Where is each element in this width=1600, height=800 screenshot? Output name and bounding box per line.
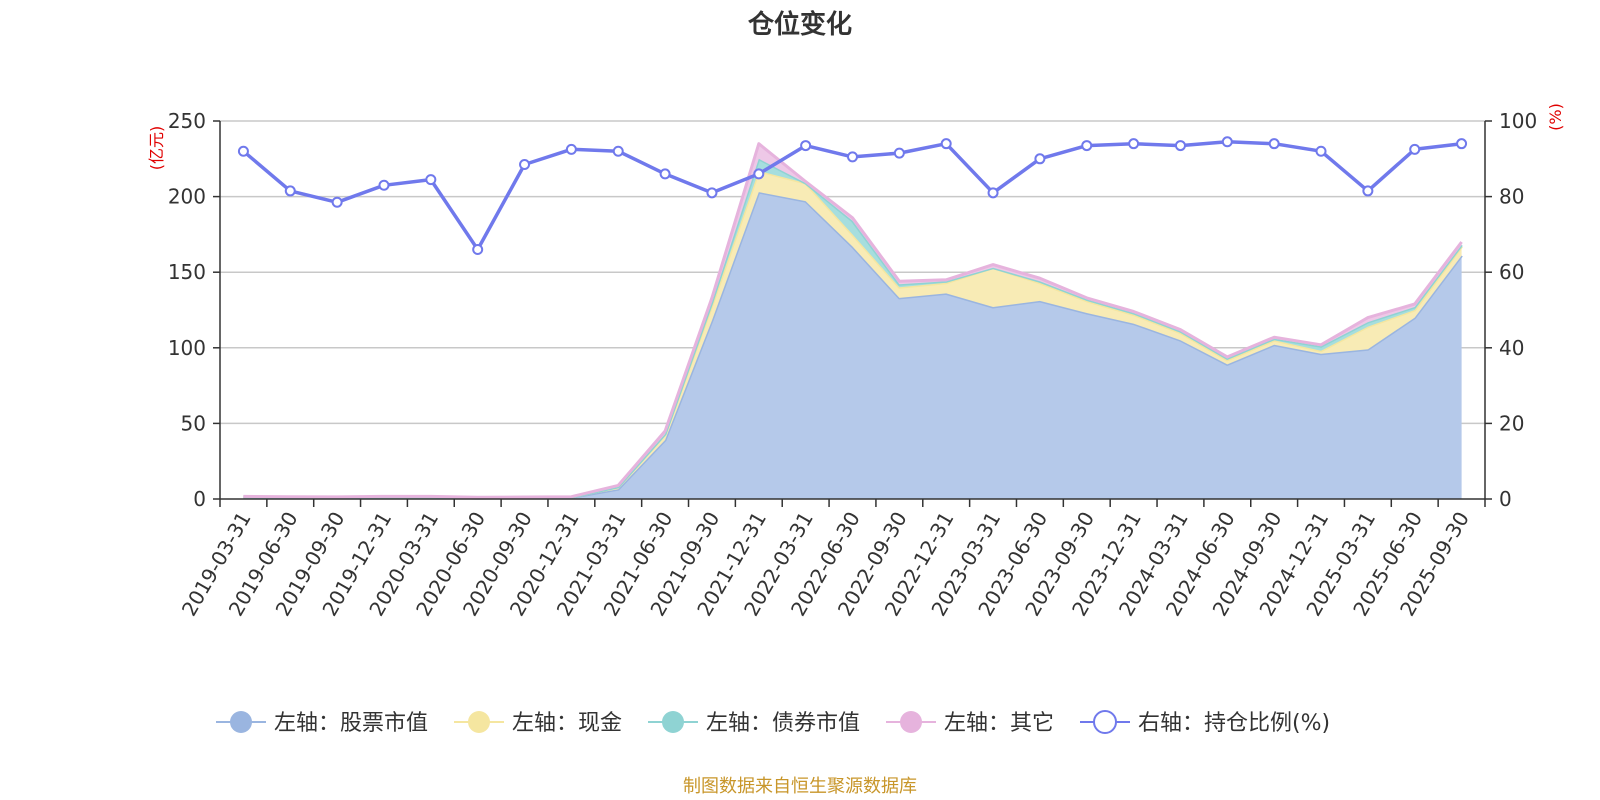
ratio-point: [519, 158, 531, 170]
legend-item: 左轴：现金: [454, 711, 622, 736]
ratio-point: [706, 187, 718, 199]
legend-item: 右轴：持仓比例(%): [1080, 710, 1330, 736]
legend-label: 左轴：其它: [944, 711, 1054, 736]
right-axis-tick-label: 80: [1499, 185, 1524, 209]
ratio-point: [237, 145, 249, 157]
ratio-point: [472, 244, 484, 256]
area-左轴：债券市值: [243, 158, 1462, 498]
ratio-line: [237, 136, 1468, 256]
left-axis-tick-label: 250: [168, 109, 206, 133]
legend-item: 左轴：债券市值: [648, 711, 860, 736]
ratio-point: [425, 174, 437, 186]
ratio-point: [1081, 140, 1093, 152]
legend-marker: [900, 711, 922, 733]
data-source: 制图数据来自恒生聚源数据库: [683, 776, 917, 797]
ratio-point: [612, 145, 624, 157]
legend-label: 左轴：股票市值: [274, 711, 428, 736]
right-axis-tick-label: 0: [1499, 487, 1512, 511]
ratio-point: [1034, 153, 1046, 165]
right-axis-tick-label: 40: [1499, 336, 1524, 360]
left-axis-tick-label: 100: [168, 336, 206, 360]
ratio-point: [1221, 136, 1233, 148]
ratio-point: [800, 140, 812, 152]
left-axis-tick-label: 0: [193, 487, 206, 511]
right-axis-unit: (%): [1546, 103, 1565, 131]
ratio-point: [1315, 145, 1327, 157]
legend-label: 右轴：持仓比例(%): [1138, 711, 1330, 736]
right-axis-tick-label: 60: [1499, 260, 1524, 284]
legend-marker: [1093, 710, 1117, 734]
ratio-point: [1409, 143, 1421, 155]
ratio-point: [284, 185, 296, 197]
ratio-point: [753, 168, 765, 180]
legend: 左轴：股票市值 左轴：现金 左轴：债券市值 左轴：其它 右轴：持仓比例(%): [216, 710, 1330, 736]
ratio-point: [893, 147, 905, 159]
ratio-point: [847, 151, 858, 163]
right-axis-tick-label: 20: [1499, 411, 1524, 435]
ratio-point: [1174, 140, 1186, 152]
ratio-point: [565, 143, 577, 155]
area-左轴：股票市值: [243, 192, 1462, 499]
left-axis-tick-label: 200: [168, 185, 206, 209]
ratio-point: [1456, 138, 1468, 150]
ratio-point: [659, 168, 671, 180]
area-edge-左轴：其它: [243, 142, 1463, 499]
ratio-point: [1362, 185, 1374, 197]
right-axis-tick-label: 100: [1499, 109, 1537, 133]
legend-marker: [468, 711, 490, 733]
ratio-point: [378, 179, 390, 191]
legend-label: 左轴：现金: [512, 711, 622, 736]
legend-item: 左轴：其它: [886, 711, 1054, 736]
legend-item: 左轴：股票市值: [216, 711, 428, 736]
left-axis-tick-label: 50: [181, 411, 206, 435]
ratio-point: [1268, 138, 1280, 150]
ratio-point: [1128, 138, 1140, 150]
ratio-point: [940, 138, 952, 150]
stacked-areas: [243, 142, 1463, 500]
legend-label: 左轴：债券市值: [706, 711, 860, 736]
left-axis-tick-label: 150: [168, 260, 206, 284]
ratio-point: [987, 187, 999, 199]
ratio-point: [331, 196, 343, 208]
legend-marker: [662, 711, 684, 733]
left-axis-unit: (亿元): [147, 126, 166, 171]
chart-title: 仓位变化: [747, 9, 852, 40]
legend-marker: [230, 711, 252, 733]
